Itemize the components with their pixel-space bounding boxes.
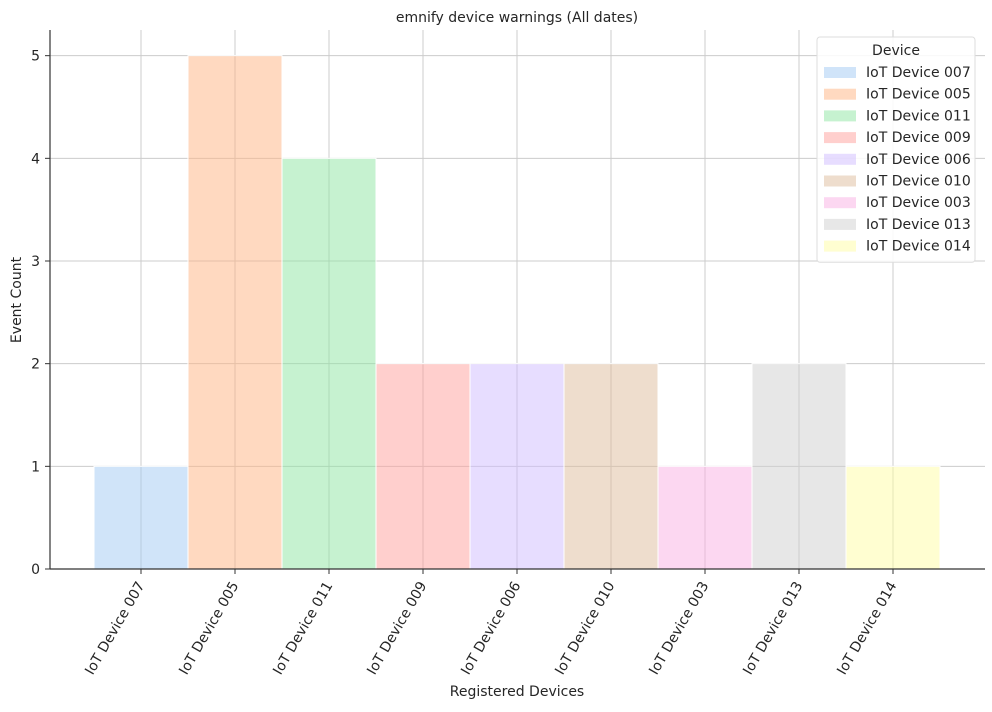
bar [657, 465, 753, 570]
x-tick-label: IoT Device 003 [646, 579, 712, 678]
bar [563, 363, 659, 570]
legend-swatch [824, 197, 856, 209]
y-tick-label: 4 [31, 151, 40, 167]
legend-swatch [824, 175, 856, 187]
legend-swatch [824, 110, 856, 122]
bar [751, 363, 847, 570]
legend-swatch [824, 153, 856, 165]
x-tick-label: IoT Device 010 [552, 579, 618, 678]
x-tick-label: IoT Device 009 [364, 579, 430, 678]
x-tick-label: IoT Device 006 [458, 579, 524, 678]
x-tick-label: IoT Device 011 [270, 579, 336, 678]
y-tick-label: 5 [31, 49, 40, 65]
legend-swatch [824, 88, 856, 100]
legend-swatch [824, 67, 856, 78]
legend-label: IoT Device 003 [866, 195, 971, 211]
bar [375, 363, 471, 570]
bar [187, 55, 283, 570]
bar [281, 157, 377, 570]
y-tick-label: 1 [31, 459, 40, 475]
bars [93, 55, 941, 570]
legend-swatch [824, 132, 856, 144]
legend-box [816, 36, 976, 263]
chart-title: emnify device warnings (All dates) [396, 10, 638, 26]
legend-label: IoT Device 013 [866, 217, 971, 233]
legend-label: IoT Device 007 [866, 65, 971, 81]
y-axis-label: Event Count [9, 256, 25, 343]
x-tick-label: IoT Device 013 [740, 579, 806, 678]
legend-label: IoT Device 014 [866, 239, 971, 255]
x-tick-label: IoT Device 014 [834, 579, 900, 678]
legend-swatch [824, 240, 856, 252]
legend-label: IoT Device 010 [866, 174, 971, 190]
bar [845, 465, 941, 570]
bar [469, 363, 565, 570]
y-tick-label: 0 [31, 562, 40, 578]
legend-label: IoT Device 006 [866, 152, 971, 168]
x-tick-label: IoT Device 005 [176, 579, 242, 678]
legend-label: IoT Device 011 [866, 108, 971, 124]
legend-label: IoT Device 009 [866, 130, 971, 146]
bar [93, 465, 189, 570]
legend-title: Device [872, 43, 920, 59]
x-tick-label: IoT Device 007 [82, 579, 148, 678]
legend-swatch [824, 218, 856, 230]
y-tick-label: 3 [31, 254, 40, 270]
legend: Device IoT Device 007 IoT Device 005 IoT De… [816, 36, 976, 263]
y-tick-label: 2 [31, 357, 40, 373]
x-axis-label: Registered Devices [450, 684, 584, 700]
legend-label: IoT Device 005 [866, 87, 971, 103]
